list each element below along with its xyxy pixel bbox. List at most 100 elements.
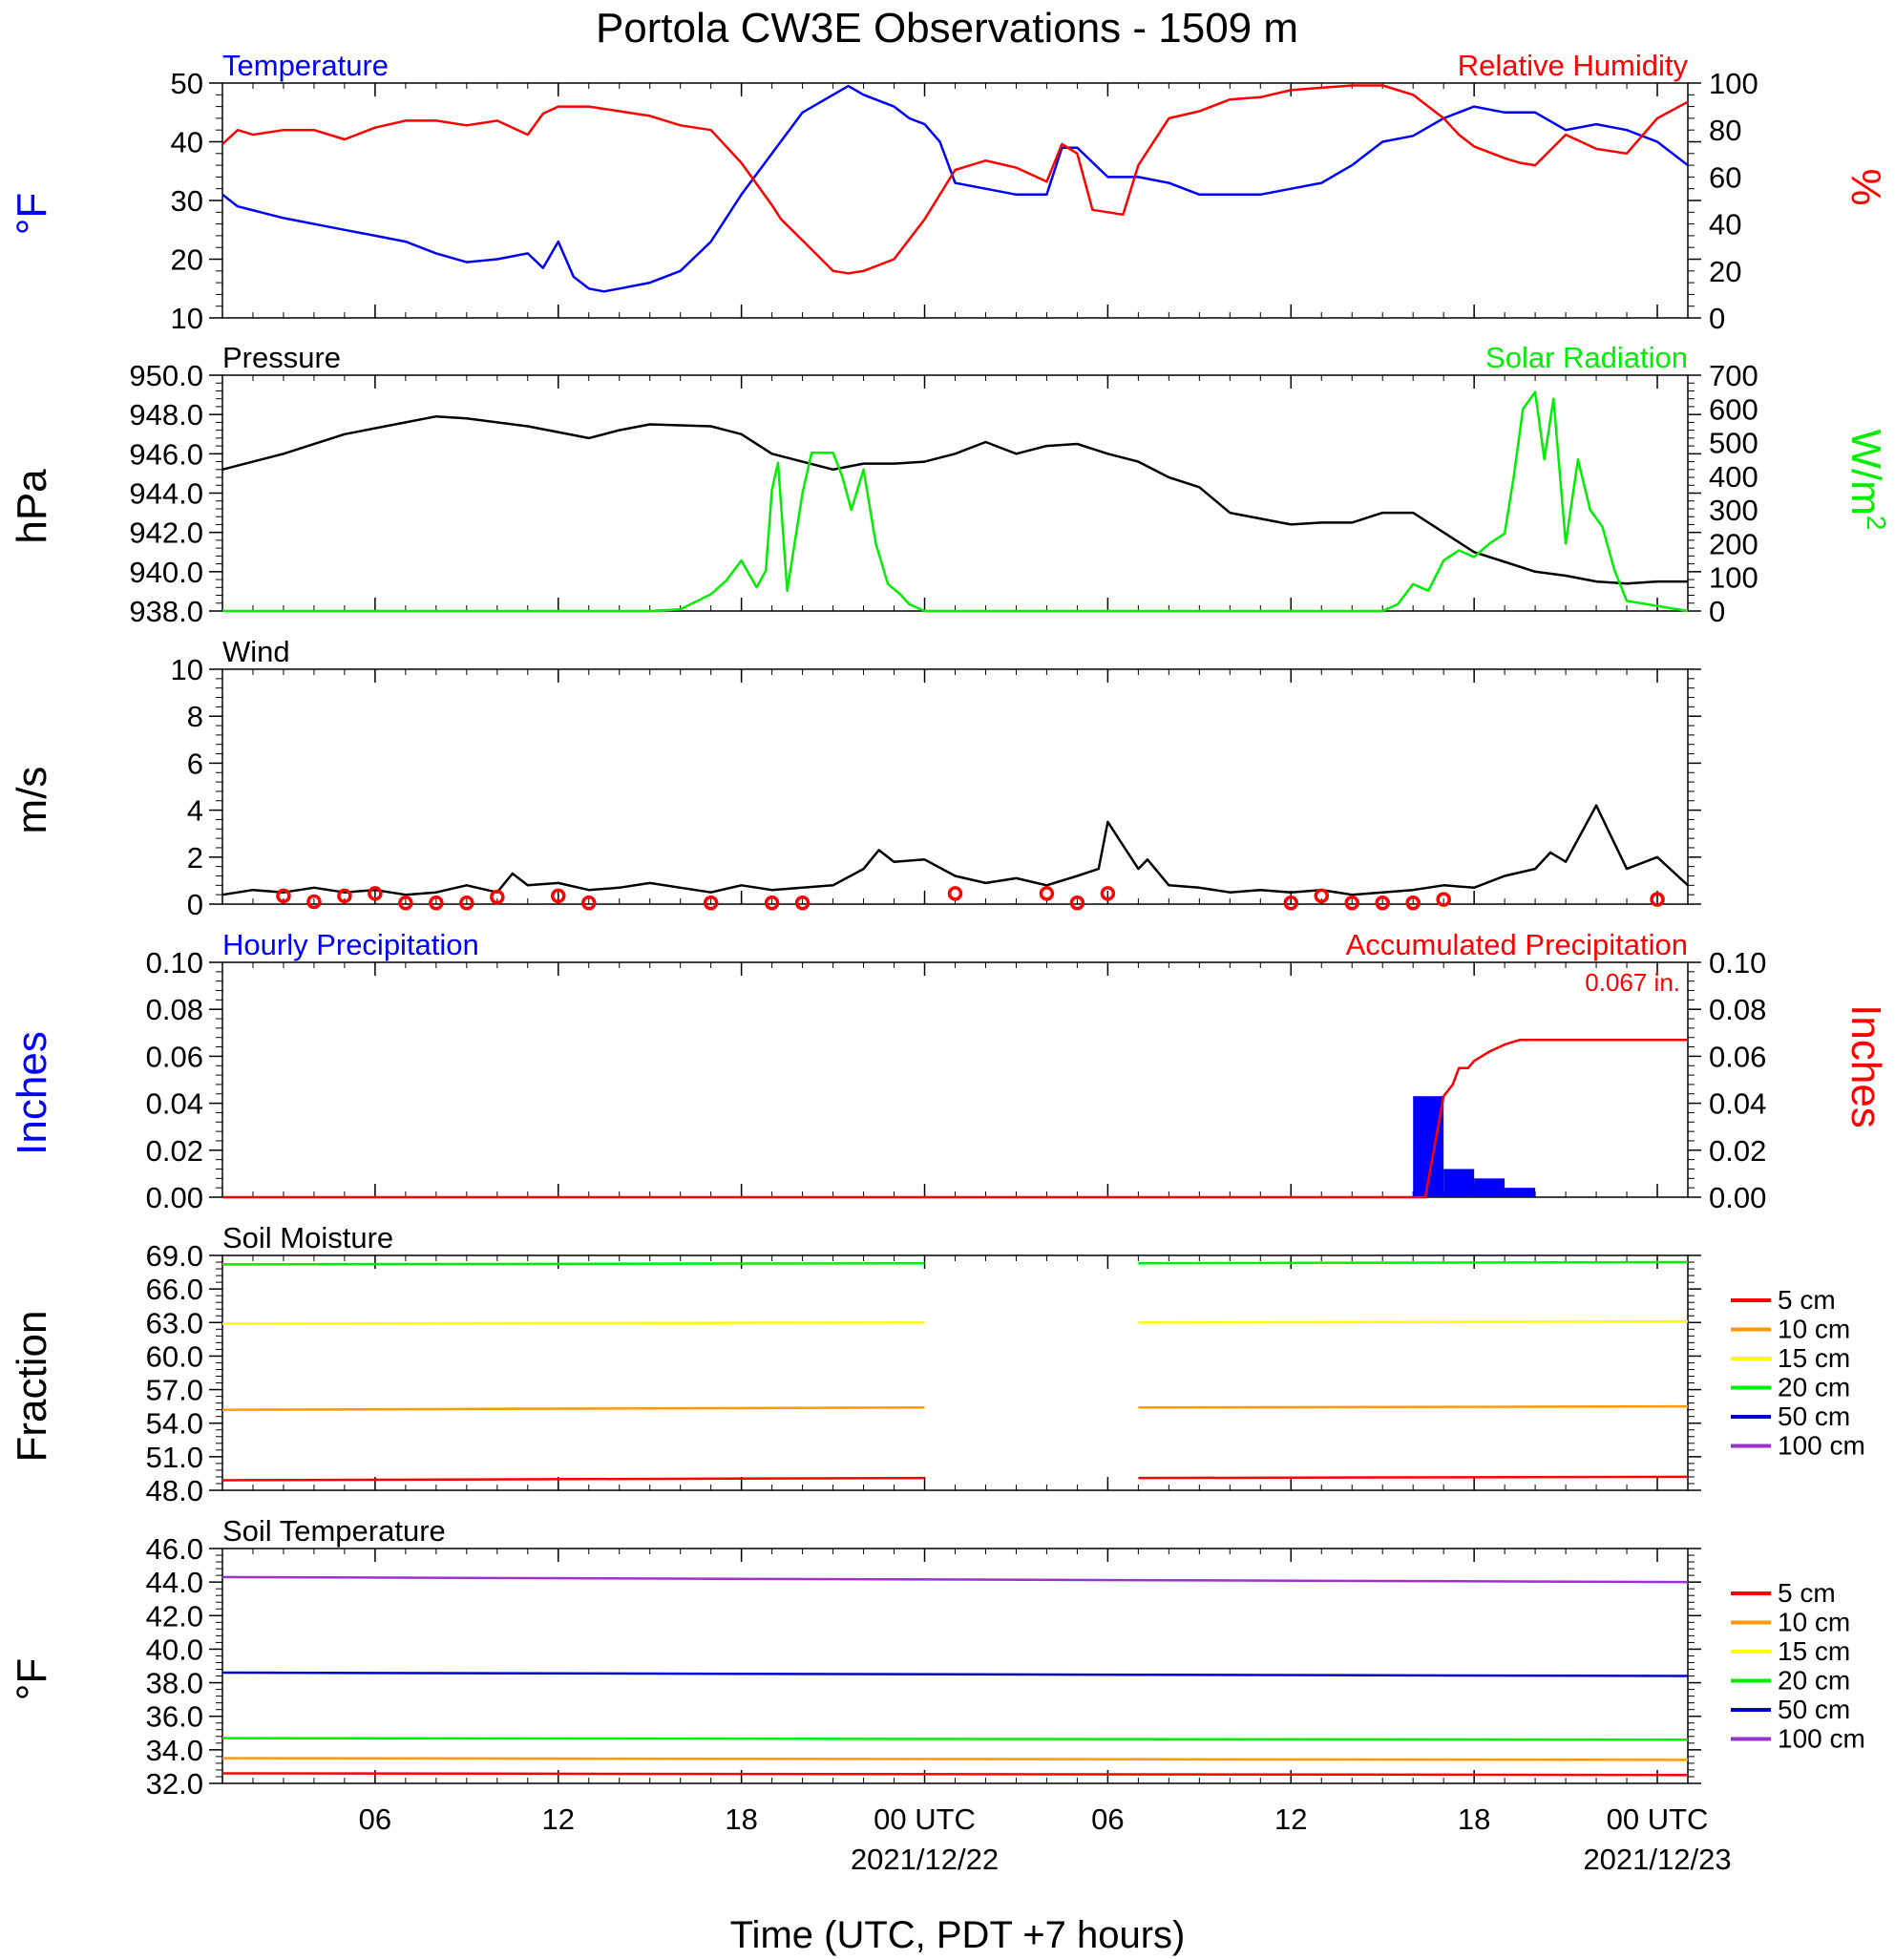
panel-precipitation: 0.10 0.08 0.06 0.04 0.02 0.00 0.10 0.08 0.06 0.04…	[9, 928, 1889, 1214]
x-axis-label: Time (UTC, PDT +7 hours)	[730, 1914, 1186, 1956]
y-right-tick-label: 60	[1709, 160, 1741, 194]
y-right-tick-label: 0.02	[1709, 1134, 1766, 1168]
wind-marker	[1039, 886, 1055, 901]
panel-right-title: Relative Humidity	[1458, 49, 1689, 82]
y-left-tick-label: 40.0	[146, 1633, 203, 1666]
wind-marker	[1405, 896, 1421, 911]
x-tick-label: 06	[1091, 1802, 1124, 1836]
y-left-tick-label: 50	[171, 67, 203, 100]
y-left-tick-label: 10	[171, 302, 203, 335]
panel-pressure_solar: 950.0 948.0 946.0 944.0 942.0 940.0 938.0 70060…	[9, 341, 1891, 628]
y-left-tick-label: 46.0	[146, 1532, 203, 1566]
y-left-tick-label: 0.02	[146, 1134, 203, 1168]
series-line	[221, 1671, 1689, 1677]
y-left-tick-label: 10	[171, 653, 203, 686]
y-left-tick-label: 8	[187, 700, 203, 733]
precip-bar	[1505, 1188, 1536, 1197]
wind-marker	[276, 888, 291, 904]
x-tick-label: 00 UTC	[1607, 1802, 1709, 1836]
legend-label: 20 cm	[1778, 1666, 1850, 1696]
y-left-tick-label: 0	[187, 888, 203, 921]
y-right-tick-label: 80	[1709, 114, 1741, 147]
chart-title: Portola CW3E Observations - 1509 m	[596, 5, 1298, 52]
series-line	[221, 1737, 1689, 1741]
wind-marker	[490, 889, 505, 905]
y-right-label: W/m2	[1842, 430, 1891, 531]
y-left-tick-label: 4	[187, 794, 203, 828]
series-line	[222, 390, 1689, 613]
x-tick-label: 00 UTC	[874, 1802, 976, 1836]
x-tick-date-label: 2021/12/23	[1583, 1843, 1731, 1876]
panel-left-title: Temperature	[222, 49, 389, 82]
y-left-tick-label: 942.0	[129, 516, 203, 550]
y-left-tick-label: 54.0	[146, 1407, 203, 1441]
series-line	[221, 1772, 1689, 1777]
y-left-label: m/s	[9, 767, 55, 834]
y-left-tick-label: 20	[171, 243, 203, 277]
wind-marker	[459, 896, 474, 911]
wind-marker	[306, 894, 322, 910]
y-right-tick-label: 0.08	[1709, 993, 1766, 1026]
x-tick-label: 06	[359, 1802, 391, 1836]
y-right-tick-label: 0.06	[1709, 1040, 1766, 1073]
series-line	[221, 1475, 1689, 1482]
y-left-tick-label: 69.0	[146, 1239, 203, 1273]
series-line	[221, 1319, 1689, 1325]
x-axis: 06 12 18 00 UTC 2021/12/22 06 12 18 00 UTC 2021/1…	[359, 1802, 1732, 1876]
precip-total-annotation: 0.067 in.	[1585, 968, 1680, 997]
panel-left-title: Wind	[222, 635, 290, 668]
y-right-tick-label: 0	[1709, 302, 1725, 335]
y-right-tick-label: 100	[1709, 67, 1758, 100]
y-right-tick-label: 0	[1709, 595, 1725, 628]
y-left-tick-label: 36.0	[146, 1700, 203, 1734]
wind-marker	[398, 896, 413, 911]
y-right-label-superscript: 2	[1862, 516, 1891, 531]
panel-soil_moisture: 69.066.063.060.057.054.051.048.0 Soil Moi…	[9, 1221, 1865, 1507]
series-line	[222, 1038, 1688, 1199]
panel-left-title: Soil Moisture	[222, 1221, 393, 1254]
wind-marker	[1100, 886, 1116, 901]
legend-label: 10 cm	[1778, 1315, 1850, 1344]
y-left-tick-label: 51.0	[146, 1441, 203, 1474]
y-left-label: °F	[9, 1658, 55, 1700]
wind-marker	[1650, 892, 1665, 907]
y-left-tick-label: 66.0	[146, 1273, 203, 1306]
legend-label: 100 cm	[1778, 1724, 1865, 1754]
y-right-label: %	[1842, 168, 1889, 205]
wind-marker	[1283, 896, 1299, 911]
y-right-tick-label: 0.00	[1709, 1181, 1766, 1214]
series-line	[221, 1575, 1689, 1584]
y-left-tick-label: 6	[187, 747, 203, 780]
series-line	[221, 84, 1689, 293]
y-left-tick-label: 938.0	[129, 595, 203, 628]
legend-label: 5 cm	[1778, 1285, 1836, 1315]
y-right-tick-label: 200	[1709, 527, 1758, 560]
y-right-tick-label: 600	[1709, 392, 1758, 426]
series-line	[221, 1404, 1689, 1411]
y-left-tick-label: 63.0	[146, 1306, 203, 1339]
series-line	[221, 414, 1688, 585]
y-left-tick-label: 57.0	[146, 1374, 203, 1407]
y-right-tick-label: 0.10	[1709, 946, 1766, 980]
series-line	[221, 1757, 1689, 1761]
y-left-tick-label: 948.0	[129, 398, 203, 432]
series-line	[221, 84, 1689, 275]
y-left-label: Fraction	[9, 1311, 55, 1463]
panel-right-title: Solar Radiation	[1485, 341, 1688, 374]
x-tick-label: 12	[1274, 1802, 1307, 1836]
panel-left-title: Soil Temperature	[222, 1514, 446, 1548]
x-tick-date-label: 2021/12/22	[851, 1843, 999, 1876]
y-right-tick-label: 400	[1709, 460, 1758, 494]
y-left-tick-label: 0.00	[146, 1181, 203, 1214]
y-left-tick-label: 34.0	[146, 1734, 203, 1767]
legend-label: 15 cm	[1778, 1343, 1850, 1373]
legend-label: 20 cm	[1778, 1373, 1850, 1402]
y-left-tick-label: 32.0	[146, 1767, 203, 1801]
y-left-tick-label: 0.10	[146, 946, 203, 980]
y-right-tick-label: 500	[1709, 427, 1758, 460]
precip-bar	[1443, 1169, 1475, 1197]
y-left-tick-label: 30	[171, 184, 203, 218]
panel-left-title: Hourly Precipitation	[222, 928, 479, 961]
wind-marker	[429, 896, 444, 911]
